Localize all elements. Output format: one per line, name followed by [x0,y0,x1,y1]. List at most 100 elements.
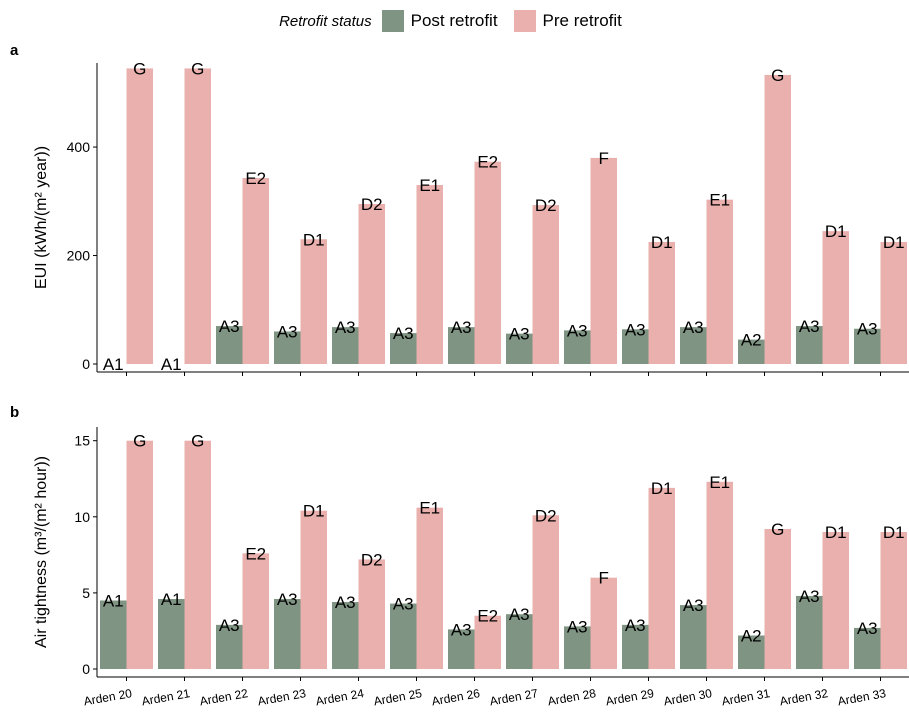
x-tick-label: Arden 30 [663,686,714,708]
legend-swatch-pre [513,10,536,32]
bar-post-24 [332,327,359,364]
bar-post-25 [390,603,417,669]
x-tick-label: Arden 20 [83,686,134,708]
bar-post-23 [274,331,301,364]
data-label-post: A1 [161,355,182,374]
data-label-pre: G [191,432,204,451]
data-label-post: A3 [335,318,356,337]
data-label-post: A1 [103,592,124,611]
data-label-pre: D2 [361,195,383,214]
x-tick-label: Arden 24 [315,686,366,708]
data-label-pre: E1 [709,473,730,492]
bar-pre-27 [532,515,559,669]
legend-item-post: Post retrofit [381,10,498,32]
data-label-pre: E2 [477,153,498,172]
bar-pre-21 [184,68,211,364]
y-tick-label: 400 [67,139,91,155]
x-tick-label: Arden 33 [837,686,888,708]
data-label-pre: D2 [535,506,557,525]
bar-pre-23 [300,510,327,669]
data-label-pre: F [599,569,609,588]
bar-pre-31 [764,528,791,669]
legend-swatch-post [381,10,404,32]
data-label-post: A2 [741,627,762,646]
legend-label-pre: Pre retrofit [542,11,622,30]
x-tick-label: Arden 29 [605,686,656,708]
data-label-pre: F [599,149,609,168]
bar-post-33 [854,627,881,669]
bar-pre-27 [532,205,559,364]
data-label-pre: D1 [883,523,905,542]
bar-post-24 [332,602,359,669]
bar-pre-26 [474,615,501,669]
panel-letter-b: b [10,404,19,421]
data-label-pre: E2 [245,169,266,188]
bar-pre-28 [590,157,617,364]
bar-pre-30 [706,481,733,669]
bar-pre-26 [474,161,501,364]
x-tick-label: Arden 27 [489,686,540,708]
bar-post-23 [274,598,301,669]
bar-pre-24 [358,559,385,669]
data-label-post: A3 [567,321,588,340]
data-label-pre: G [133,59,146,78]
data-label-post: A3 [567,617,588,636]
x-tick-label: Arden 32 [779,686,830,708]
data-label-post: A3 [277,322,298,341]
bar-pre-29 [648,241,675,364]
data-label-post: A3 [625,320,646,339]
data-label-post: A3 [683,318,704,337]
bar-pre-20 [126,440,153,669]
data-label-post: A3 [799,587,820,606]
bar-post-21 [158,598,185,669]
bar-pre-31 [764,74,791,365]
y-tick-label: 10 [74,509,90,525]
y-axis-label: EUI (kWh/(m² year)) [33,146,50,289]
legend-title: Retrofit status [279,12,372,30]
bar-post-29 [622,329,649,364]
data-label-post: A3 [799,317,820,336]
data-label-pre: E1 [709,191,730,210]
data-label-pre: G [191,59,204,78]
data-label-post: A3 [509,325,530,344]
bar-post-27 [506,333,533,364]
bar-post-29 [622,624,649,669]
x-tick-label: Arden 28 [547,686,598,708]
data-label-post: A3 [393,324,414,343]
bar-post-26 [448,327,475,364]
bar-post-22 [216,624,243,669]
bar-post-22 [216,326,243,364]
data-label-post: A1 [161,590,182,609]
data-label-pre: E2 [245,544,266,563]
bar-pre-29 [648,487,675,669]
bar-post-32 [796,326,823,364]
data-label-post: A1 [103,355,124,374]
data-label-post: A3 [393,595,414,614]
bar-pre-23 [300,239,327,364]
bar-post-31 [738,635,765,669]
bar-post-20 [100,600,127,669]
data-label-post: A3 [335,593,356,612]
bar-post-30 [680,327,707,364]
bar-post-33 [854,328,881,364]
data-label-pre: E1 [419,499,440,518]
data-label-post: A3 [683,596,704,615]
data-label-pre: G [771,66,784,85]
data-label-pre: D2 [535,196,557,215]
data-label-pre: E2 [477,607,498,626]
data-label-post: A3 [625,616,646,635]
bar-post-26 [448,629,475,669]
bar-pre-24 [358,204,385,364]
data-label-pre: D2 [361,550,383,569]
y-tick-label: 5 [82,585,90,601]
bar-post-28 [564,330,591,364]
bar-pre-33 [880,532,907,669]
bar-pre-21 [184,440,211,669]
bar-post-28 [564,626,591,669]
x-tick-label: Arden 22 [199,686,250,708]
data-label-pre: D1 [651,479,673,498]
data-label-pre: D1 [825,523,847,542]
bar-pre-32 [822,231,849,364]
data-label-pre: D1 [825,222,847,241]
